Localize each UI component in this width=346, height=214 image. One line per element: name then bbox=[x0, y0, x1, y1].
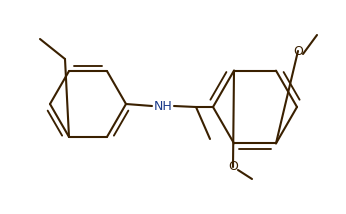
Text: O: O bbox=[228, 160, 238, 174]
Text: NH: NH bbox=[154, 100, 172, 113]
Text: O: O bbox=[293, 45, 303, 58]
